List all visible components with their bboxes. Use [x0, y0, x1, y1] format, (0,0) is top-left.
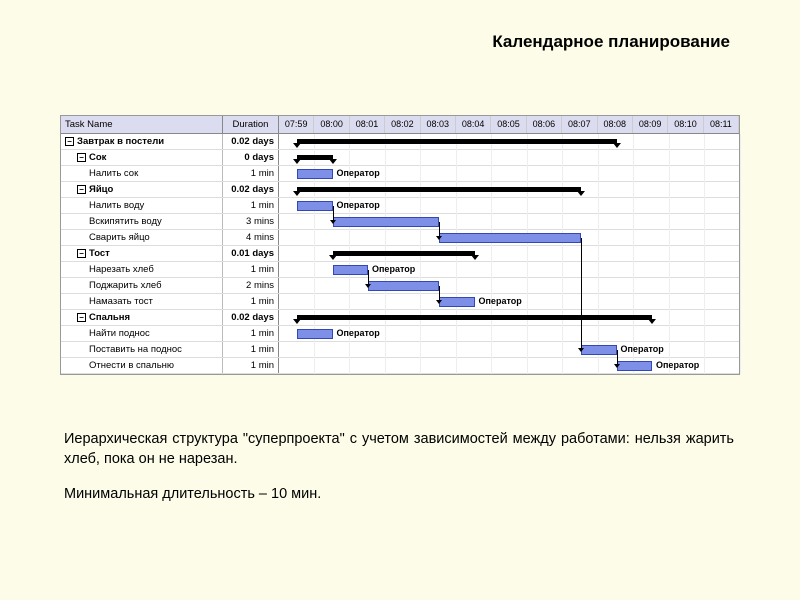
task-name-cell: −Тост — [61, 246, 223, 261]
bar-operator-label: Оператор — [479, 296, 522, 306]
bar-operator-label: Оператор — [656, 360, 699, 370]
task-name-label: Тост — [89, 248, 110, 259]
summary-bar[interactable] — [297, 187, 581, 192]
task-name-label: Налить воду — [89, 200, 144, 211]
time-cell: 08:09 — [633, 116, 668, 133]
duration-cell: 0.02 days — [223, 310, 279, 325]
min-duration-text: Минимальная длительность – 10 мин. — [64, 485, 734, 505]
duration-cell: 1 min — [223, 294, 279, 309]
task-bar[interactable] — [439, 233, 581, 243]
bar-operator-label: Оператор — [337, 200, 380, 210]
task-bar[interactable] — [297, 169, 333, 179]
time-cell: 08:02 — [385, 116, 420, 133]
task-name-cell: Налить воду — [61, 198, 223, 213]
task-name-label: Вскипятить воду — [89, 216, 162, 227]
time-cell: 08:00 — [314, 116, 349, 133]
chart-body: −Завтрак в постели0.02 days−Сок0 daysНал… — [61, 134, 739, 374]
duration-cell: 1 min — [223, 262, 279, 277]
task-name-cell: Вскипятить воду — [61, 214, 223, 229]
task-name-label: Спальня — [89, 312, 130, 323]
task-name-cell: Налить сок — [61, 166, 223, 181]
expander-icon[interactable]: − — [77, 313, 86, 322]
task-name-label: Нарезать хлеб — [89, 264, 154, 275]
time-cell: 08:07 — [562, 116, 597, 133]
duration-cell: 3 mins — [223, 214, 279, 229]
time-cell: 08:06 — [527, 116, 562, 133]
expander-icon[interactable]: − — [77, 153, 86, 162]
task-name-cell: Отнести в спальню — [61, 358, 223, 373]
time-cell: 08:05 — [491, 116, 526, 133]
time-cell: 08:08 — [598, 116, 633, 133]
duration-cell: 0.02 days — [223, 182, 279, 197]
bar-operator-label: Оператор — [337, 168, 380, 178]
task-name-label: Намазать тост — [89, 296, 153, 307]
task-name-cell: Поставить на поднос — [61, 342, 223, 357]
summary-bar[interactable] — [297, 315, 652, 320]
task-name-label: Поставить на поднос — [89, 344, 182, 355]
task-bar[interactable] — [297, 329, 333, 339]
expander-icon[interactable]: − — [65, 137, 74, 146]
time-cell: 08:04 — [456, 116, 491, 133]
duration-cell: 2 mins — [223, 278, 279, 293]
task-name-cell: Найти поднос — [61, 326, 223, 341]
time-cell: 08:10 — [668, 116, 703, 133]
time-header: 07:5908:0008:0108:0208:0308:0408:0508:06… — [279, 116, 739, 133]
task-bar[interactable] — [617, 361, 653, 371]
task-name-label: Сок — [89, 152, 106, 163]
bar-operator-label: Оператор — [621, 344, 664, 354]
expander-icon[interactable]: − — [77, 185, 86, 194]
task-name-cell: −Яйцо — [61, 182, 223, 197]
task-name-cell: Поджарить хлеб — [61, 278, 223, 293]
expander-icon[interactable]: − — [77, 249, 86, 258]
task-name-cell: Сварить яйцо — [61, 230, 223, 245]
task-name-cell: Намазать тост — [61, 294, 223, 309]
time-cell: 08:11 — [704, 116, 739, 133]
task-bar[interactable] — [439, 297, 475, 307]
duration-cell: 1 min — [223, 358, 279, 373]
gantt-area: Оператор Оператор Оператор Оператор Оператор… — [279, 134, 739, 374]
summary-bar[interactable] — [297, 155, 333, 160]
task-bar[interactable] — [297, 201, 333, 211]
task-name-cell: Нарезать хлеб — [61, 262, 223, 277]
task-name-label: Сварить яйцо — [89, 232, 150, 243]
chart-header: Task Name Duration 07:5908:0008:0108:020… — [61, 116, 739, 134]
time-cell: 08:01 — [350, 116, 385, 133]
bar-operator-label: Оператор — [372, 264, 415, 274]
duration-cell: 1 min — [223, 326, 279, 341]
duration-cell: 1 min — [223, 198, 279, 213]
task-name-cell: −Завтрак в постели — [61, 134, 223, 149]
time-cell: 08:03 — [421, 116, 456, 133]
duration-cell: 0.02 days — [223, 134, 279, 149]
col-duration-header[interactable]: Duration — [223, 116, 279, 133]
duration-cell: 1 min — [223, 342, 279, 357]
summary-bar[interactable] — [297, 139, 617, 144]
duration-cell: 0 days — [223, 150, 279, 165]
task-bar[interactable] — [333, 265, 369, 275]
task-bar[interactable] — [333, 217, 440, 227]
task-name-cell: −Сок — [61, 150, 223, 165]
description-text: Иерархическая структура "суперпроекта" с… — [64, 430, 734, 469]
duration-cell: 1 min — [223, 166, 279, 181]
summary-bar[interactable] — [333, 251, 475, 256]
duration-cell: 0.01 days — [223, 246, 279, 261]
duration-cell: 4 mins — [223, 230, 279, 245]
bar-operator-label: Оператор — [337, 328, 380, 338]
time-cell: 07:59 — [279, 116, 314, 133]
task-name-label: Яйцо — [89, 184, 113, 195]
task-name-label: Отнести в спальню — [89, 360, 174, 371]
task-name-label: Найти поднос — [89, 328, 150, 339]
task-name-label: Налить сок — [89, 168, 138, 179]
task-name-cell: −Спальня — [61, 310, 223, 325]
task-name-label: Завтрак в постели — [77, 136, 164, 147]
task-bar[interactable] — [581, 345, 617, 355]
task-bar[interactable] — [368, 281, 439, 291]
task-name-label: Поджарить хлеб — [89, 280, 162, 291]
gantt-chart: Task Name Duration 07:5908:0008:0108:020… — [60, 115, 740, 375]
slide-title: Календарное планирование — [492, 32, 730, 52]
col-task-header[interactable]: Task Name — [61, 116, 223, 133]
